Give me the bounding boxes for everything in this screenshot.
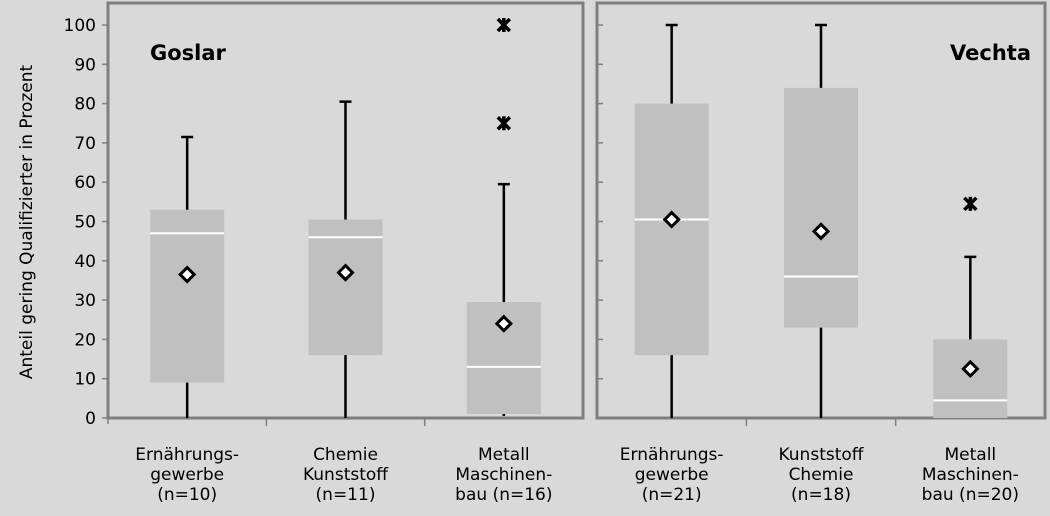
y-tick-label: 80: [74, 95, 96, 115]
y-axis: 0 10 20 30 40 50 60 70 80 90 100: [64, 16, 109, 429]
outlier-marker: [963, 196, 978, 212]
iqr-box: [634, 103, 709, 356]
box-group: [634, 23, 709, 418]
iqr-box: [933, 339, 1008, 418]
iqr-box: [150, 209, 225, 383]
mean-marker: [662, 210, 681, 229]
x-category-label: Kunststoff: [778, 445, 864, 465]
x-category-label: (n=11): [316, 485, 376, 505]
x-category-label: bau (n=16): [455, 485, 552, 505]
box-group: [784, 23, 858, 418]
x-category-label: Metall: [945, 445, 997, 465]
y-axis-title-group: Anteil gering Qualifizierter in Prozent: [17, 64, 37, 379]
y-tick-label: 40: [74, 252, 96, 272]
mean-marker: [961, 359, 980, 378]
x-category-label: Ernährungs-: [620, 445, 724, 465]
x-category-label: Ernährungs-: [135, 445, 239, 465]
box-group: [933, 196, 1008, 418]
x-category-label: gewerbe: [635, 465, 709, 485]
mean-marker: [178, 265, 197, 284]
iqr-box: [784, 87, 858, 328]
mean-marker: [494, 314, 513, 333]
y-tick-label: 10: [74, 370, 96, 390]
panel-vechta: Vechta: [595, 1, 1047, 426]
x-category-label: Chemie: [313, 445, 378, 465]
x-category-label: (n=21): [642, 485, 702, 505]
mean-marker: [811, 222, 831, 241]
y-tick-label: 90: [74, 55, 96, 75]
x-axis-category-labels: Ernährungs-gewerbe(n=10)ChemieKunststoff…: [135, 445, 1019, 505]
x-category-label: (n=18): [791, 485, 851, 505]
y-tick-label: 20: [74, 330, 96, 350]
x-category-label: bau (n=20): [922, 485, 1019, 505]
y-tick-label: 0: [85, 409, 96, 429]
panel-title: Vechta: [950, 41, 1031, 65]
y-axis-title: Anteil gering Qualifizierter in Prozent: [17, 64, 37, 379]
box-group: [150, 135, 225, 418]
x-category-label: (n=10): [157, 485, 217, 505]
outlier-marker: [496, 116, 512, 131]
iqr-box: [308, 219, 383, 356]
y-tick-label: 60: [74, 173, 96, 193]
panel-title: Goslar: [150, 41, 227, 65]
x-category-label: Maschinen-: [455, 465, 552, 485]
chart-panels: Goslar Vechta: [106, 1, 1047, 426]
x-category-label: Chemie: [789, 465, 854, 485]
y-tick-label: 100: [64, 16, 96, 36]
y-tick-label: 70: [74, 134, 96, 154]
box-group: [308, 100, 383, 418]
x-category-label: Maschinen-: [922, 465, 1019, 485]
panel-goslar: Goslar: [106, 1, 585, 426]
x-category-label: gewerbe: [150, 465, 224, 485]
mean-marker: [336, 263, 355, 282]
x-category-label: Kunststoff: [303, 465, 389, 485]
x-category-label: Metall: [478, 445, 530, 465]
box-group: [466, 17, 541, 417]
outlier-marker: [496, 17, 512, 33]
y-tick-label: 50: [74, 213, 96, 233]
y-tick-label: 30: [74, 291, 96, 311]
